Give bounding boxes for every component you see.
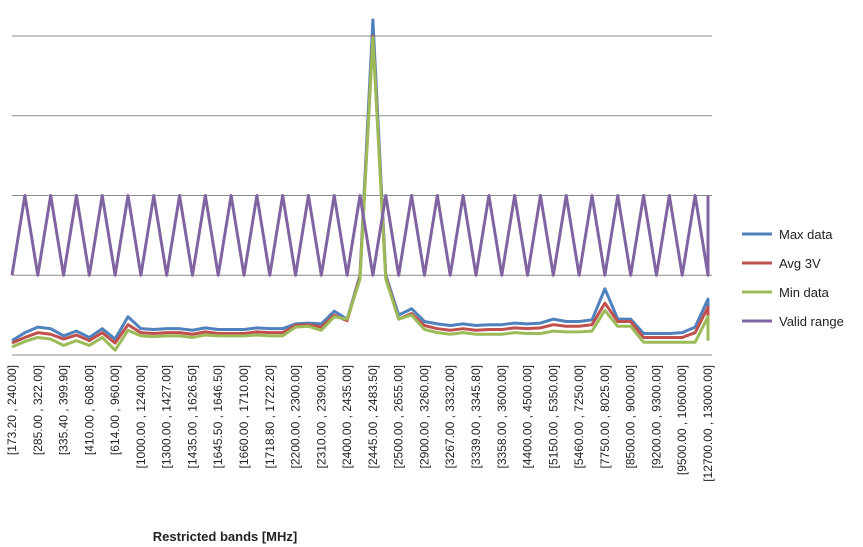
x-tick-label: [3358.00 , 3600.00] — [495, 365, 509, 468]
x-tick-label: [335.40 , 399.90] — [57, 365, 71, 455]
series-line-valid-range — [10, 193, 710, 277]
series-line-avg-3v — [11, 34, 710, 345]
x-tick-label: [2445.00 , 2483.50] — [366, 365, 380, 468]
x-tick-label: [1000.00 , 1240.00] — [134, 365, 148, 468]
x-tick-label: [1300.00 , 1427.00] — [160, 365, 174, 468]
x-tick-label: [9500.00 , 10600.00] — [675, 365, 689, 475]
x-tick-label: [1660.00 , 1710.00] — [237, 365, 251, 468]
x-tick-label: [9200.00 , 9300.00] — [649, 365, 663, 468]
x-tick-label: [2900.00 , 3260.00] — [417, 365, 431, 468]
series-line-max-data — [11, 18, 710, 342]
x-tick-label: [3267.00 , 3332.00] — [443, 365, 457, 468]
x-tick-label: [5460.00 , 7250.00] — [572, 365, 586, 468]
series-line-min-data — [11, 36, 710, 352]
x-tick-label: [5150.00 , 5350.00] — [546, 365, 560, 468]
x-tick-label: [3339.00 , 3345.80] — [469, 365, 483, 468]
x-axis-title: Restricted bands [MHz] — [153, 529, 297, 544]
legend-label: Min data — [779, 285, 830, 300]
x-tick-label: [8500.00 , 9000.00] — [624, 365, 638, 468]
legend: Max data Avg 3V Min data Valid range — [742, 227, 844, 329]
x-tick-label: [614.00 , 960.00] — [108, 365, 122, 455]
legend-label: Valid range — [779, 314, 844, 329]
series-lines — [10, 18, 710, 352]
x-tick-label: [173.20 , 240.00] — [5, 365, 19, 455]
x-tick-label: [2310.00 , 2390.00] — [314, 365, 328, 468]
x-tick-label: [1435.00 , 1626.50] — [185, 365, 199, 468]
x-tick-label: [12700.00 , 13000.00] — [701, 365, 715, 482]
x-tick-label: [1645.50 , 1646.50] — [211, 365, 225, 468]
x-tick-label: [7750.00 , 8025.00] — [598, 365, 612, 468]
x-tick-label: [410.00 , 608.00] — [82, 365, 96, 455]
x-tick-label: [2400.00 , 2435.00] — [340, 365, 354, 468]
legend-label: Avg 3V — [779, 256, 821, 271]
x-tick-label: [4400.00 , 4500.00] — [521, 365, 535, 468]
x-tick-label: [285.00 , 322.00] — [31, 365, 45, 455]
x-tick-label: [1718.80 , 1722.20] — [263, 365, 277, 468]
legend-label: Max data — [779, 227, 833, 242]
x-tick-label: [2200.00 , 2300.00] — [289, 365, 303, 468]
x-tick-label: [2500.00 , 2655.00] — [392, 365, 406, 468]
x-axis-tick-labels: [173.20 , 240.00] [285.00 , 322.00] [335.4… — [5, 365, 715, 482]
